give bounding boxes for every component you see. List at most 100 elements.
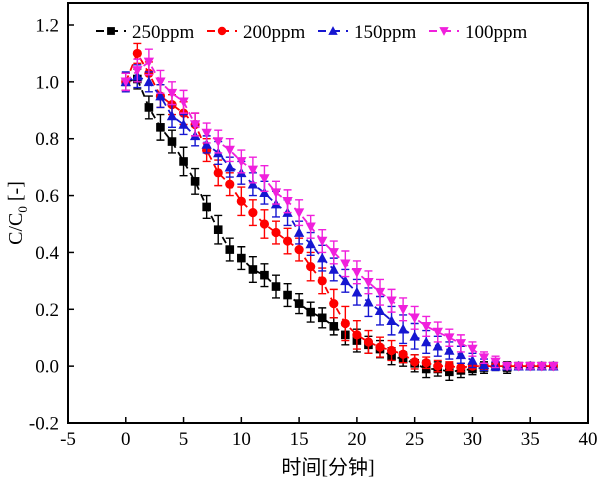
data-point-marker	[179, 157, 188, 166]
data-point-marker	[455, 349, 467, 360]
data-point-marker	[247, 165, 259, 176]
y-tick-label: -0.2	[29, 414, 59, 435]
data-point-marker	[132, 66, 143, 76]
data-point-marker	[467, 344, 478, 355]
data-point-marker	[456, 362, 466, 373]
data-point-marker	[490, 357, 501, 368]
data-point-marker	[478, 359, 490, 370]
series-line	[124, 51, 554, 369]
data-point-marker	[178, 119, 189, 129]
legend: 250ppm 200ppm 150ppm 100ppm	[96, 22, 528, 43]
data-point-marker	[432, 327, 443, 338]
data-point-marker	[363, 277, 374, 288]
data-point-marker	[202, 202, 211, 212]
legend-label: 250ppm	[132, 22, 195, 43]
y-tick-label: 0.6	[35, 186, 59, 207]
x-tick-label: 10	[232, 429, 251, 450]
data-point-marker	[374, 305, 386, 316]
data-point-marker	[421, 358, 431, 368]
data-point-marker	[283, 290, 292, 300]
data-point-marker	[271, 227, 281, 238]
data-point-marker	[107, 27, 115, 35]
data-point-marker	[455, 339, 467, 349]
data-point-marker	[294, 244, 304, 255]
data-point-marker	[409, 313, 420, 324]
data-point-marker	[363, 296, 374, 307]
data-point-marker	[271, 282, 281, 291]
data-point-marker	[224, 145, 235, 156]
data-point-marker	[213, 168, 223, 178]
data-point-marker	[305, 222, 316, 233]
y-axis-title: C/C0 [-]	[5, 181, 30, 245]
data-point-marker	[156, 123, 165, 132]
data-point-marker	[248, 265, 258, 274]
data-point-marker	[445, 367, 454, 377]
plot-frame	[67, 2, 589, 424]
data-point-marker	[294, 299, 304, 308]
data-point-marker	[201, 128, 212, 139]
x-tick-label: 20	[347, 429, 366, 450]
data-point-marker	[478, 353, 490, 363]
data-point-marker	[120, 77, 131, 88]
data-point-marker	[143, 57, 155, 68]
data-point-marker	[259, 219, 270, 229]
x-axis-title: 时间[分钟]	[281, 456, 374, 479]
data-point-marker	[236, 157, 247, 167]
data-point-marker	[167, 137, 177, 146]
data-point-marker	[375, 342, 385, 352]
series-200ppm	[121, 42, 558, 373]
x-tick-label: 0	[121, 429, 131, 450]
data-point-marker	[351, 286, 363, 297]
data-point-marker	[213, 225, 223, 234]
data-point-marker	[386, 345, 397, 356]
data-point-marker	[213, 137, 224, 147]
data-point-marker	[444, 361, 454, 371]
data-point-marker	[155, 90, 166, 101]
data-point-marker	[237, 253, 246, 263]
data-point-marker	[306, 307, 315, 317]
series-line	[125, 77, 554, 373]
data-point-marker	[282, 236, 293, 246]
legend-item-150ppm: 150ppm	[318, 22, 417, 43]
data-point-marker	[217, 26, 227, 36]
x-tick-label: 25	[405, 429, 424, 450]
data-point-marker	[317, 276, 327, 286]
data-point-marker	[166, 88, 178, 99]
y-tick-label: 1.0	[35, 72, 59, 93]
data-point-marker	[224, 161, 235, 172]
data-point-marker	[363, 337, 374, 347]
data-point-marker	[225, 179, 235, 189]
data-point-marker	[433, 361, 443, 371]
data-point-marker	[293, 208, 305, 219]
data-point-marker	[536, 361, 547, 372]
data-point-marker	[398, 349, 408, 359]
data-point-marker	[259, 174, 270, 184]
data-point-marker	[225, 245, 235, 254]
data-point-marker	[305, 238, 316, 249]
x-tick-label: 5	[179, 429, 189, 450]
y-axis-title-main: C/C	[5, 213, 27, 245]
data-point-marker	[525, 361, 536, 372]
axes-layer: -5 0 5 10 15 20 25 30 35 40 -0.2 0.0 0.2 0.4 0.6 0.8 1.0…	[29, 2, 598, 450]
data-point-marker	[397, 323, 409, 334]
data-point-marker	[236, 196, 246, 206]
data-point-marker	[374, 287, 386, 298]
data-point-marker	[501, 361, 513, 372]
data-point-marker	[352, 330, 362, 340]
data-point-marker	[409, 330, 420, 341]
data-point-marker	[282, 196, 293, 207]
y-tick-label: 0.4	[35, 243, 59, 264]
data-point-marker	[293, 227, 305, 237]
series-100ppm	[120, 48, 559, 372]
x-tick-label: 15	[290, 429, 309, 450]
y-tick-label: 0.0	[35, 357, 59, 378]
data-point-marker	[317, 236, 328, 247]
data-point-marker	[421, 336, 432, 347]
data-point-marker	[317, 313, 327, 323]
x-tick-label: 40	[579, 429, 598, 450]
legend-item-100ppm: 100ppm	[429, 22, 528, 43]
data-point-marker	[247, 178, 259, 189]
data-point-marker	[144, 103, 154, 112]
y-tick-label: 0.8	[35, 129, 59, 150]
